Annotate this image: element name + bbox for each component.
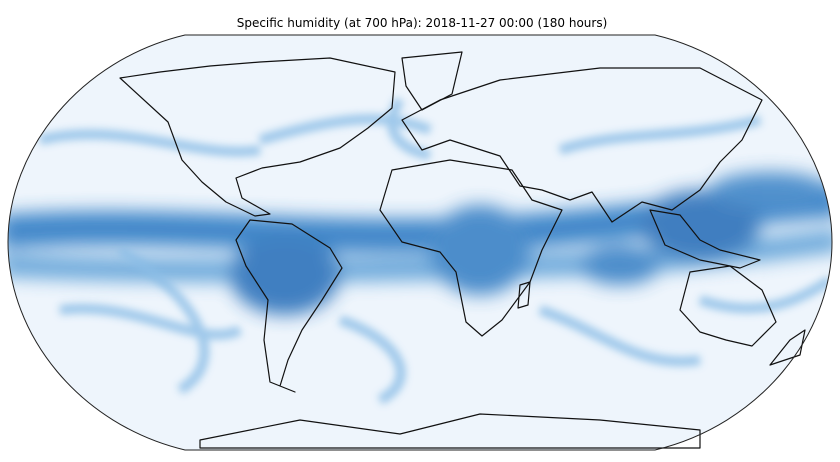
humidity-field <box>8 35 832 450</box>
map-frame <box>7 34 833 451</box>
map-title: Specific humidity (at 700 hPa): 2018-11-… <box>237 16 608 30</box>
coastlines <box>119 51 806 449</box>
